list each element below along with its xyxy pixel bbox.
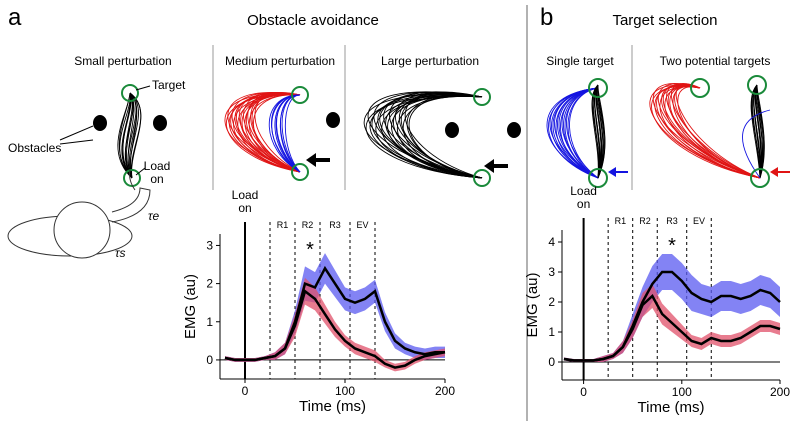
event-label: R3 (329, 220, 341, 230)
y-tick-label: 1 (548, 325, 555, 339)
trajectory (569, 87, 599, 179)
x-tick-label: 100 (672, 385, 692, 399)
trajectory (408, 95, 483, 179)
trajectories (117, 83, 771, 179)
trajectory (393, 94, 483, 179)
y-tick-label: 3 (548, 265, 555, 279)
event-label: R1 (277, 220, 289, 230)
trajectory (597, 84, 606, 179)
trajectory (254, 92, 301, 173)
arm-schematic (7, 169, 151, 259)
y-axis-label: EMG (au) (182, 274, 199, 339)
x-tick-label: 200 (770, 385, 790, 399)
star: * (668, 235, 676, 257)
mean-line (224, 289, 446, 369)
label: Target (152, 78, 186, 92)
label: τs (115, 246, 126, 260)
x-axis-label: Time (ms) (638, 399, 705, 416)
trajectory (402, 95, 483, 179)
subtitle: Large perturbation (381, 54, 479, 68)
trajectory (122, 92, 133, 179)
label: τe (148, 209, 159, 223)
onset-label: Load on (231, 188, 259, 215)
trajectory (280, 94, 301, 173)
y-tick-label: 3 (206, 238, 213, 252)
trajectory (675, 83, 761, 179)
trajectory (742, 109, 771, 179)
y-tick-label: 2 (548, 295, 555, 309)
trajectory (671, 83, 761, 179)
trajectory (674, 85, 761, 179)
trajectory (129, 92, 142, 179)
trajectory (127, 92, 135, 179)
trajectory (118, 92, 133, 179)
trajectory (591, 84, 600, 179)
event-label: R2 (639, 216, 651, 226)
subtitle: Two potential targets (660, 54, 771, 68)
trajectory (399, 92, 483, 179)
trajectory (369, 95, 483, 179)
x-tick-label: 0 (580, 385, 587, 399)
trajectory (593, 84, 601, 179)
mean-line (563, 293, 781, 362)
target-circles (121, 75, 770, 188)
trajectory (367, 91, 483, 179)
trajectory (669, 85, 761, 179)
subtitle: Medium perturbation (225, 54, 335, 68)
event-label: R1 (615, 216, 627, 226)
x-tick-label: 100 (335, 384, 355, 398)
trajectory (404, 91, 483, 179)
y-tick-label: 0 (548, 355, 555, 369)
y-axis-label: EMG (au) (524, 272, 541, 337)
error-band (225, 253, 445, 362)
star: * (306, 239, 314, 261)
y-tick-label: 2 (206, 277, 213, 291)
trajectory (276, 94, 301, 173)
trajectory (251, 93, 301, 173)
x-tick-label: 200 (435, 384, 455, 398)
trajectory (284, 94, 301, 173)
error-band (225, 277, 445, 372)
panel-title: Target selection (612, 12, 717, 29)
panel-title: Obstacle avoidance (247, 12, 379, 29)
error-band (563, 254, 780, 362)
x-axis-label: Time (ms) (299, 398, 366, 415)
subtitle: Small perturbation (74, 54, 171, 68)
trajectory (253, 94, 301, 173)
subtitle: Single target (546, 54, 614, 68)
obstacles-dots (93, 112, 521, 138)
trajectory (400, 93, 483, 179)
trajectory (756, 84, 765, 179)
trajectory (672, 86, 761, 179)
y-tick-label: 1 (206, 315, 213, 329)
trajectory (677, 86, 761, 179)
panel-letter: b (540, 4, 553, 31)
y-tick-label: 0 (206, 353, 213, 367)
trajectory (371, 94, 483, 179)
y-tick-label: 4 (548, 235, 555, 249)
onset-label: Load on (570, 184, 597, 211)
event-label: EV (356, 220, 368, 230)
label: Load on (143, 159, 171, 186)
label: Obstacles (8, 141, 61, 155)
event-label: EV (693, 216, 705, 226)
event-label: R3 (666, 216, 678, 226)
x-tick-label: 0 (242, 384, 249, 398)
arrows (59, 85, 790, 177)
panel-letter: a (8, 4, 22, 31)
event-label: R2 (302, 220, 314, 230)
trajectory (652, 83, 761, 179)
